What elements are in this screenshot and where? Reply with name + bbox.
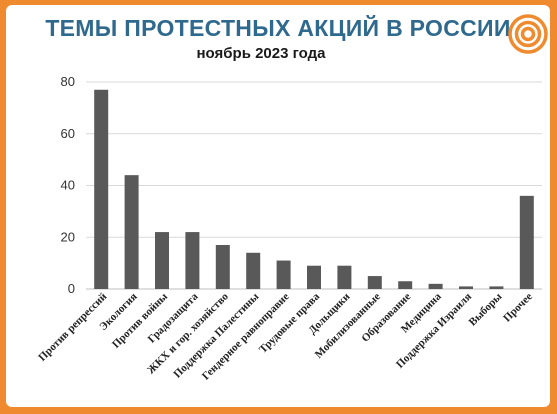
- bar: [276, 260, 291, 289]
- gridlines: [86, 81, 542, 290]
- y-tick-label: 40: [61, 178, 75, 193]
- y-axis-ticks: 0 20 40 60 80: [61, 74, 75, 296]
- x-category-label: Выборы: [467, 290, 505, 328]
- bar: [489, 286, 504, 289]
- bars: [94, 89, 534, 289]
- bar: [246, 252, 261, 289]
- bar: [94, 89, 109, 289]
- bar: [428, 283, 443, 289]
- chart-subtitle: ноябрь 2023 года: [196, 45, 326, 62]
- chart-card: 0 20 40 60 80 Против репрессий Экология Против…: [6, 5, 550, 407]
- bar: [124, 175, 139, 289]
- bar-chart: 0 20 40 60 80 Против репрессийЭкологияПротив…: [36, 74, 542, 383]
- x-category-label: Прочее: [501, 291, 535, 325]
- chart-title: ТЕМЫ ПРОТЕСТНЫХ АКЦИЙ В РОССИИ: [45, 15, 511, 41]
- y-tick-label: 60: [61, 126, 75, 141]
- bar: [215, 245, 230, 289]
- bar: [459, 286, 473, 289]
- target-logo-icon: [508, 14, 548, 54]
- bar: [367, 276, 382, 289]
- y-tick-label: 0: [68, 281, 75, 296]
- y-tick-label: 20: [61, 229, 75, 244]
- bar: [519, 195, 534, 289]
- bar: [155, 232, 169, 289]
- bar: [185, 232, 200, 289]
- bar: [398, 281, 413, 289]
- y-tick-label: 80: [61, 74, 75, 89]
- bar: [307, 265, 321, 289]
- bar: [337, 265, 352, 289]
